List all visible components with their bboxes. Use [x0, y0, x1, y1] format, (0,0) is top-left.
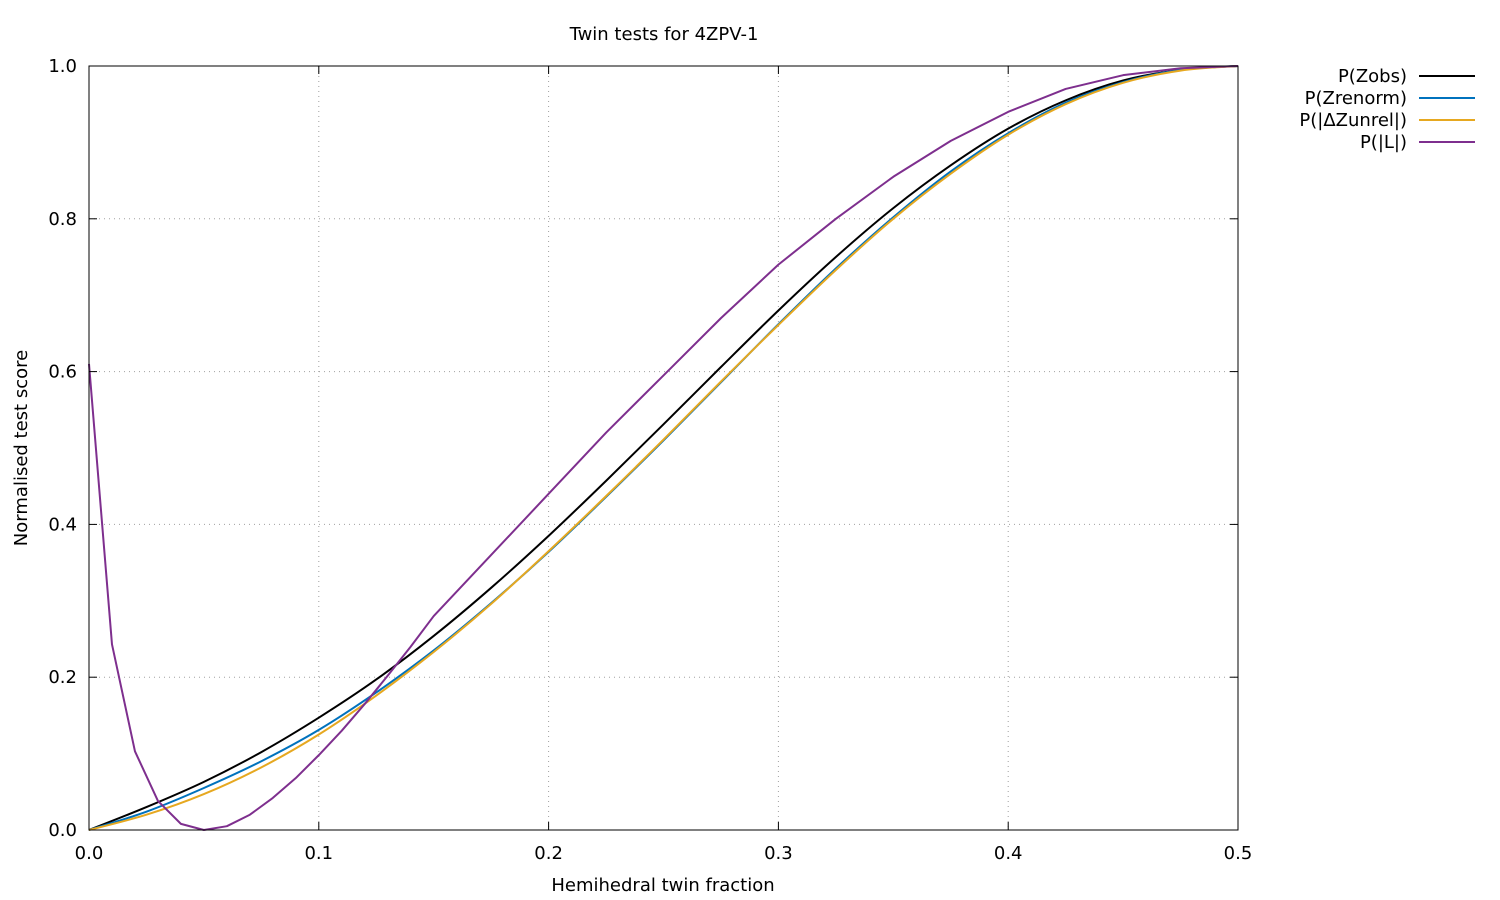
- legend-label-2: P(|ΔZunrel|): [1299, 110, 1407, 131]
- series-line-2: [88, 65, 1239, 831]
- x-axis-label: Hemihedral twin fraction: [551, 875, 774, 896]
- x-tick-label: 0.2: [534, 843, 563, 864]
- y-tick-label: 0.8: [48, 209, 77, 230]
- chart-title: Twin tests for 4ZPV-1: [569, 24, 759, 45]
- y-axis-label: Normalised test score: [11, 350, 32, 546]
- grid-layer: [89, 66, 1238, 830]
- y-tick-label: 0.6: [48, 362, 77, 383]
- ticks-layer: 0.0 0.1 0.2 0.3 0.4 0.5 0.0 0.2 0.4 0.6 0.8 1.0: [48, 56, 1252, 864]
- y-tick-label: 0.0: [48, 820, 77, 841]
- legend-label-0: P(Zobs): [1338, 66, 1407, 87]
- legend: P(Zobs)P(Zrenorm)P(|ΔZunrel|)P(|L|): [1299, 66, 1475, 153]
- x-tick-label: 0.3: [764, 843, 793, 864]
- y-tick-label: 1.0: [48, 56, 77, 77]
- legend-label-1: P(Zrenorm): [1305, 88, 1407, 109]
- series-layer: [88, 65, 1239, 831]
- x-tick-label: 0.4: [994, 843, 1023, 864]
- series-line-0: [88, 65, 1239, 831]
- plot-frame: [88, 65, 1239, 831]
- x-tick-label: 0.5: [1224, 843, 1253, 864]
- series-line-1: [88, 65, 1239, 831]
- y-tick-label: 0.2: [48, 667, 77, 688]
- y-tick-label: 0.4: [48, 514, 77, 535]
- x-tick-label: 0.0: [75, 843, 104, 864]
- series-line-3: [88, 65, 1239, 831]
- legend-label-3: P(|L|): [1360, 132, 1407, 153]
- x-tick-label: 0.1: [304, 843, 333, 864]
